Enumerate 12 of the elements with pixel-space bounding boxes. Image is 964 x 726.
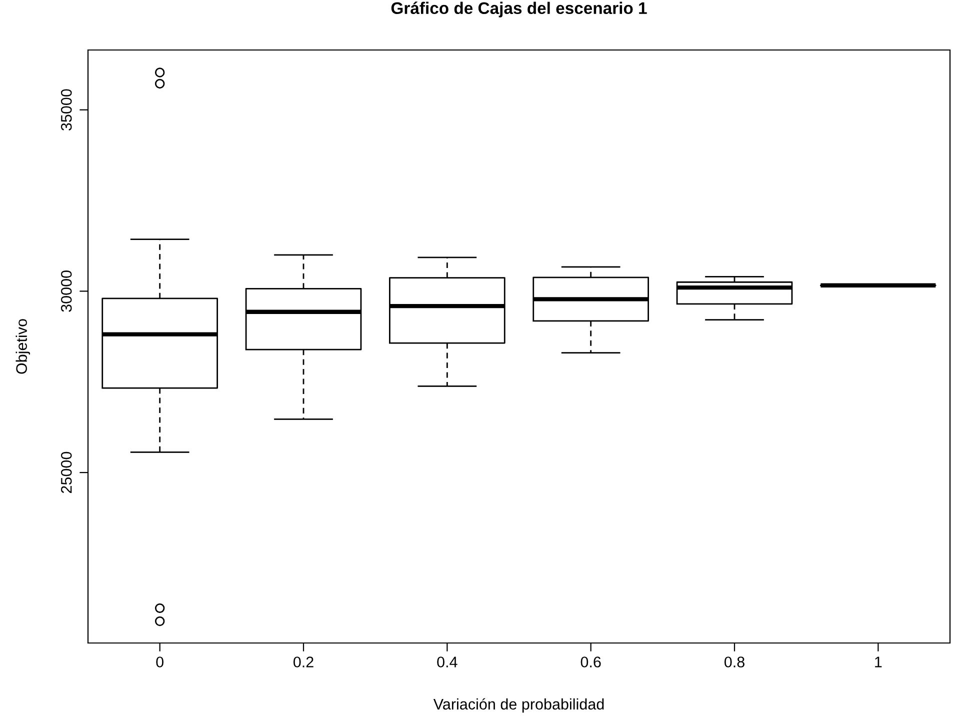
x-tick-label: 0.2 <box>293 656 314 668</box>
x-tick-label: 0.6 <box>580 656 601 668</box>
y-tick-label: 25000 <box>60 452 72 494</box>
y-tick-label: 30000 <box>60 270 72 312</box>
x-tick-label: 0 <box>156 656 164 668</box>
x-axis-title: Variación de probabilidad <box>433 698 604 713</box>
chart-title: Gráfico de Cajas del escenario 1 <box>391 2 647 18</box>
x-tick-label: 0.4 <box>437 656 458 668</box>
y-tick-label: 35000 <box>60 89 72 130</box>
y-axis-title: Objetivo <box>16 319 30 374</box>
x-tick-label: 0.8 <box>724 656 744 668</box>
x-tick-label: 1 <box>875 656 882 668</box>
